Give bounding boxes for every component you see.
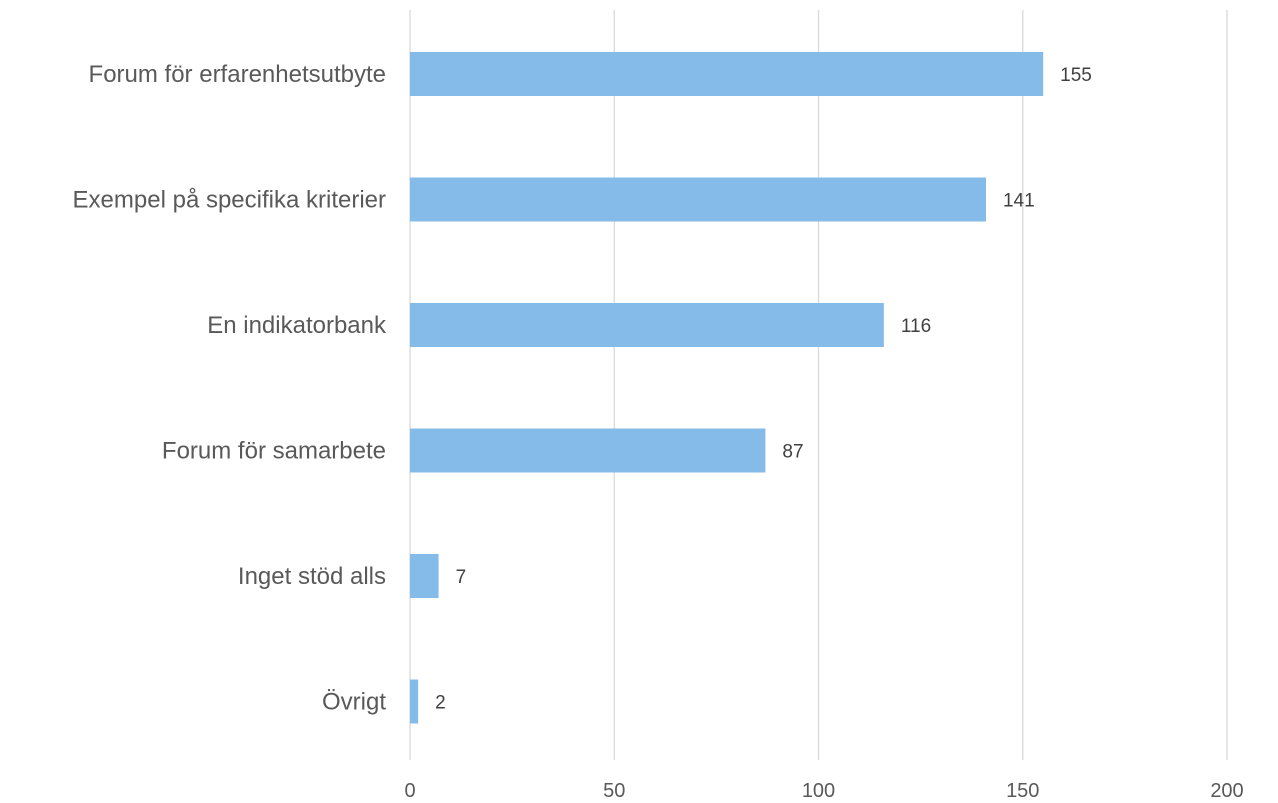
x-tick-label: 50	[603, 780, 625, 802]
data-label: 7	[456, 567, 467, 588]
bar	[410, 679, 419, 724]
bar	[410, 554, 439, 598]
category-label: Inget stöd alls	[238, 563, 386, 590]
x-tick-label: 200	[1210, 780, 1243, 802]
data-label: 2	[435, 693, 446, 714]
bars	[410, 52, 1044, 724]
category-labels: Forum för erfarenhetsutbyte Exempel på sp…	[73, 61, 387, 716]
x-tick-label: 150	[1006, 780, 1039, 802]
data-label: 155	[1060, 65, 1092, 86]
data-labels: 155 141 116 87 7 2	[435, 65, 1092, 714]
category-label: Forum för erfarenhetsutbyte	[89, 61, 386, 88]
bar	[410, 177, 986, 222]
data-label: 87	[782, 442, 803, 463]
data-label: 116	[901, 316, 931, 337]
x-tick-labels: 0 50 100 150 200	[404, 780, 1243, 802]
category-label: Exempel på specifika kriterier	[73, 187, 386, 214]
x-tick-label: 100	[802, 780, 835, 802]
x-tick-label: 0	[404, 780, 415, 802]
category-label: En indikatorbank	[207, 312, 387, 339]
gridlines	[409, 10, 1228, 760]
bar	[410, 52, 1044, 96]
data-label: 141	[1003, 191, 1035, 212]
category-label: Övrigt	[322, 689, 386, 716]
bar	[410, 428, 766, 473]
category-label: Forum för samarbete	[162, 438, 386, 465]
bar	[410, 303, 884, 347]
